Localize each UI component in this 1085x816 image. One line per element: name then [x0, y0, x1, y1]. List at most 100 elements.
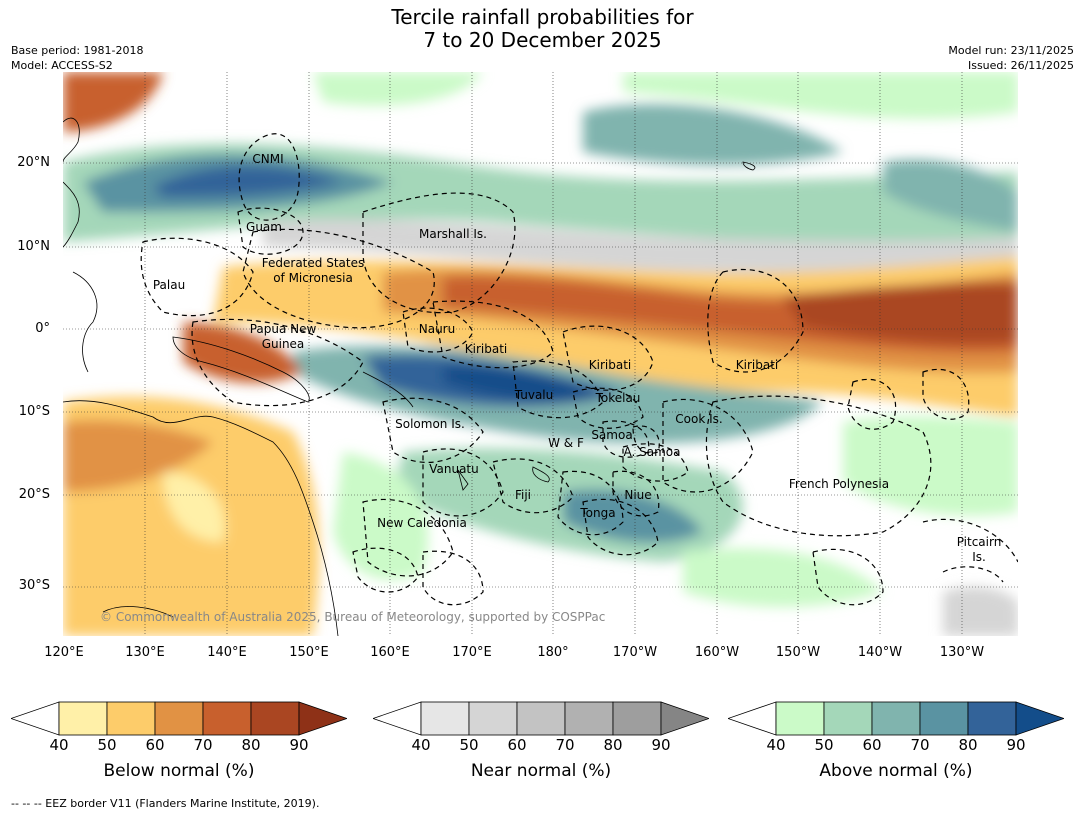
- eez-borders: [140, 133, 1018, 606]
- colorbar-tick-label: 90: [651, 736, 671, 754]
- colorbar-tick-label: 60: [145, 736, 165, 754]
- label-vanuatu: Vanuatu: [429, 462, 479, 476]
- colorbar-tick-label: 90: [1006, 736, 1026, 754]
- meta-left: Base period: 1981-2018 Model: ACCESS-S2: [11, 43, 143, 73]
- lat-20s: 20°S: [18, 487, 50, 502]
- lon-150e: 150°E: [289, 645, 329, 660]
- colorbar-tick-label: 60: [507, 736, 527, 754]
- label-samoa: Samoa: [591, 428, 632, 442]
- label-kiribati-1: Kiribati: [465, 342, 507, 356]
- colorbar-tick-label: 40: [411, 736, 431, 754]
- lon-170e: 170°E: [452, 645, 492, 660]
- colorbar-segment: [823, 701, 873, 736]
- label-fsm-2: of Micronesia: [273, 271, 353, 285]
- rainfall-map: CNMI Guam Marshall Is. Federated States …: [63, 72, 1018, 636]
- lon-140e: 140°E: [207, 645, 247, 660]
- coastlines: [63, 117, 756, 636]
- label-tonga: Tonga: [579, 506, 615, 520]
- map-title: Tercile rainfall probabilities for 7 to …: [0, 6, 1085, 52]
- label-french-polynesia: French Polynesia: [789, 477, 889, 491]
- label-wf: W & F: [548, 436, 584, 450]
- region-labels: CNMI Guam Marshall Is. Federated States …: [153, 152, 1001, 564]
- label-kiribati-3: Kiribati: [736, 358, 778, 372]
- colorbar-tick-label: 80: [603, 736, 623, 754]
- colorbar-segment: [564, 701, 614, 736]
- colorbar-segment: [967, 701, 1017, 736]
- copyright-notice: © Commonwealth of Australia 2025, Bureau…: [100, 610, 605, 624]
- label-fsm-1: Federated States: [262, 256, 364, 270]
- graticule: [63, 72, 1018, 636]
- colorbar-tick-label: 50: [459, 736, 479, 754]
- lon-130w: 130°W: [939, 645, 985, 660]
- lat-10s: 10°S: [18, 404, 50, 419]
- label-cnmi: CNMI: [252, 152, 283, 166]
- colorbar-segment: [919, 701, 969, 736]
- colorbar-tick-label: 60: [862, 736, 882, 754]
- label-tuvalu: Tuvalu: [514, 388, 554, 402]
- label-pitcairn-1: Pitcairn: [957, 535, 1002, 549]
- colorbar-title: Below normal (%): [103, 761, 255, 781]
- label-cook: Cook Is.: [675, 412, 722, 426]
- colorbar-high-extension: [660, 701, 709, 736]
- lat-10n: 10°N: [17, 239, 50, 254]
- lon-170w: 170°W: [612, 645, 658, 660]
- colorbar-tick-label: 70: [193, 736, 213, 754]
- lon-150w: 150°W: [775, 645, 821, 660]
- base-period: Base period: 1981-2018: [11, 44, 144, 57]
- lat-20n: 20°N: [17, 155, 50, 170]
- label-fiji: Fiji: [515, 488, 531, 502]
- lon-120e: 120°E: [44, 645, 84, 660]
- colorbar-tick-label: 80: [958, 736, 978, 754]
- colorbar-segment: [250, 701, 300, 736]
- colorbar-2: [373, 701, 709, 736]
- probability-field: [63, 72, 1018, 636]
- colorbar-tick-label: 90: [289, 736, 309, 754]
- colorbar-segment: [468, 701, 518, 736]
- colorbar-1: [11, 701, 347, 736]
- colorbar-segment: [202, 701, 252, 736]
- label-png-2: Guinea: [262, 337, 305, 351]
- colorbar-high-extension: [298, 701, 347, 736]
- colorbar-tick-label: 80: [241, 736, 261, 754]
- title-line-1: Tercile rainfall probabilities for: [391, 5, 694, 29]
- colorbar-segment: [106, 701, 156, 736]
- colorbar-tick-label: 50: [814, 736, 834, 754]
- meta-right: Model run: 23/11/2025 Issued: 26/11/2025: [948, 43, 1074, 73]
- lon-140w: 140°W: [857, 645, 903, 660]
- colorbar-tick-label: 40: [766, 736, 786, 754]
- lon-160w: 160°W: [694, 645, 740, 660]
- colorbar-3: [728, 701, 1064, 736]
- label-png-1: Papua New: [250, 322, 317, 336]
- label-solomon: Solomon Is.: [395, 417, 465, 431]
- label-new-caledonia: New Caledonia: [377, 516, 467, 530]
- model-name: Model: ACCESS-S2: [11, 59, 113, 72]
- colorbar-tick-label: 70: [555, 736, 575, 754]
- colorbar-tick-label: 40: [49, 736, 69, 754]
- colorbar-tick-label: 50: [97, 736, 117, 754]
- label-tokelau: Tokelau: [595, 391, 641, 405]
- colorbar-high-extension: [1015, 701, 1064, 736]
- label-marshall: Marshall Is.: [419, 227, 487, 241]
- colorbar-segment: [516, 701, 566, 736]
- lon-130e: 130°E: [125, 645, 165, 660]
- label-nauru: Nauru: [419, 322, 455, 336]
- colorbar-title: Above normal (%): [819, 761, 973, 781]
- colorbar-segment: [871, 701, 921, 736]
- label-palau: Palau: [153, 278, 185, 292]
- title-line-2: 7 to 20 December 2025: [423, 28, 662, 52]
- label-asamoa: A. Samoa: [624, 445, 681, 459]
- issued-date: Issued: 26/11/2025: [967, 59, 1074, 72]
- colorbar-low-extension: [728, 701, 777, 736]
- colorbar-segment: [612, 701, 662, 736]
- lon-160e: 160°E: [370, 645, 410, 660]
- colorbar-segment: [775, 701, 825, 736]
- lat-30s: 30°S: [18, 578, 50, 593]
- label-kiribati-2: Kiribati: [589, 358, 631, 372]
- lon-180: 180°: [537, 645, 569, 660]
- eez-footnote: -- -- -- EEZ border V11 (Flanders Marine…: [11, 797, 320, 810]
- label-guam: Guam: [246, 220, 282, 234]
- colorbar-title: Near normal (%): [470, 761, 612, 781]
- colorbar-segment: [58, 701, 108, 736]
- label-niue: Niue: [624, 488, 651, 502]
- colorbar-segment: [154, 701, 204, 736]
